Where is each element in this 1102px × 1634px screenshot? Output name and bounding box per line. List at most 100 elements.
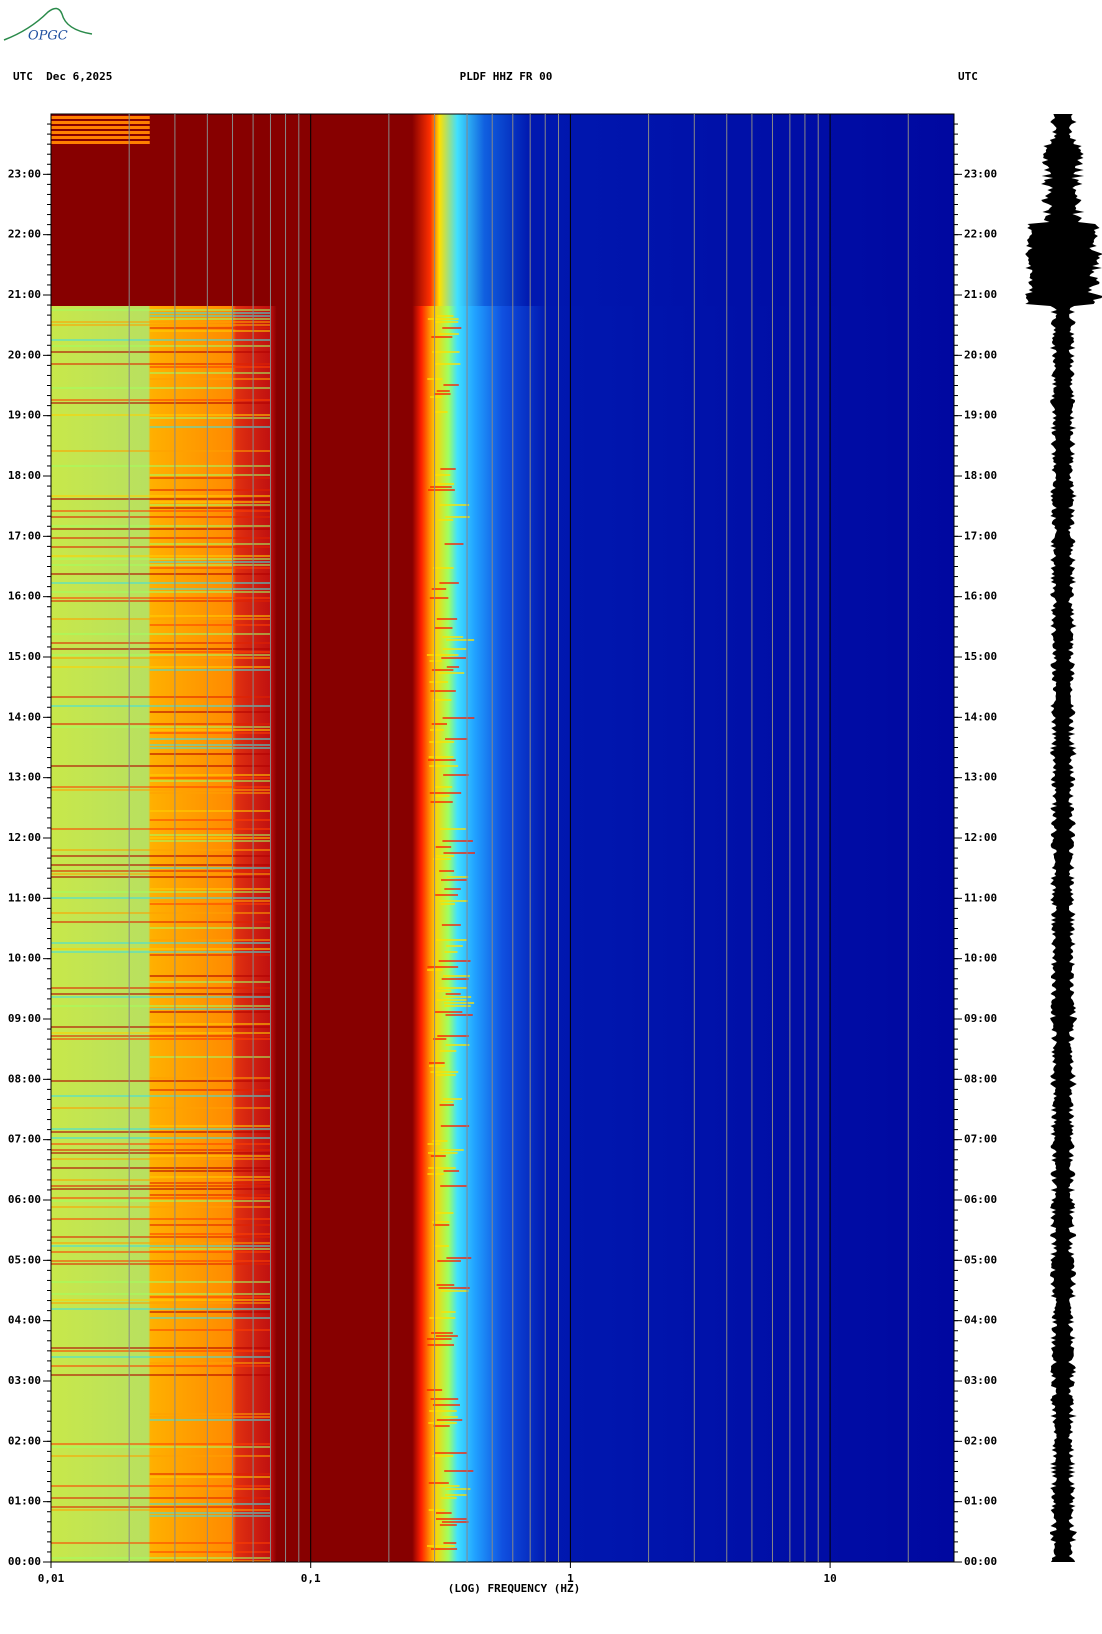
spectrogram-texture [51, 1026, 271, 1028]
spectrogram-texture [436, 855, 455, 857]
spectrogram-texture [51, 1143, 271, 1145]
spectrogram-texture [51, 465, 271, 467]
spectrogram-texture [441, 1521, 469, 1523]
spectrogram-texture [51, 516, 271, 518]
spectrogram-texture [149, 669, 271, 671]
spectrogram-texture [442, 717, 475, 719]
y-tick-label: 00:00 [8, 1555, 41, 1568]
spectrogram-texture [429, 1410, 457, 1412]
spectrogram-texture [429, 741, 455, 743]
spectrogram-texture [149, 819, 271, 821]
spectrogram-texture [149, 1512, 271, 1514]
spectrogram-texture [51, 648, 271, 650]
spectrogram-texture [428, 1167, 456, 1169]
spectrogram-texture [51, 789, 271, 791]
spectrogram-texture [149, 975, 271, 977]
spectrogram-texture [431, 669, 454, 671]
spectrogram-texture [149, 501, 271, 503]
spectrogram-texture [431, 1332, 453, 1334]
spectrogram-texture [149, 372, 271, 374]
spectrogram-texture [51, 870, 271, 872]
spectrogram-texture [440, 468, 456, 470]
spectrogram-texture [439, 1524, 457, 1526]
spectrogram-texture [435, 846, 452, 848]
spectrogram-texture [429, 1317, 456, 1319]
spectrogram-texture [149, 426, 271, 428]
spectrogram-texture [51, 402, 271, 404]
y-tick-label: 00:00 [964, 1555, 997, 1568]
y-tick-label: 08:00 [964, 1072, 997, 1085]
spectrogram-texture [446, 945, 463, 947]
spectrogram-texture [51, 351, 271, 353]
spectrogram-texture [51, 921, 271, 923]
spectrogram-texture [439, 870, 455, 872]
spectrogram-texture [51, 633, 271, 635]
spectrogram-texture [443, 774, 469, 776]
spectrogram-texture [51, 450, 271, 452]
spectrogram-texture [428, 1422, 457, 1424]
spectrogram-texture [445, 1488, 471, 1490]
spectrogram-texture [436, 1074, 456, 1076]
spectrogram-texture [149, 900, 271, 902]
spectrogram-texture [438, 1287, 470, 1289]
spectrogram-texture [149, 651, 271, 653]
y-tick-label: 12:00 [964, 831, 997, 844]
spectrogram-texture [430, 1071, 459, 1073]
spectrogram-texture [436, 618, 458, 620]
spectrogram-texture [51, 1188, 271, 1190]
y-tick-label: 12:00 [8, 831, 41, 844]
spectrogram-texture [436, 999, 467, 1001]
spectrogram-texture [434, 786, 453, 788]
spectrogram-texture [51, 666, 271, 668]
y-tick-label: 04:00 [964, 1314, 997, 1327]
spectrogram-texture [51, 1308, 271, 1310]
spectrogram-texture [439, 828, 466, 830]
spectrogram-texture [442, 1416, 458, 1418]
spectrogram-texture [51, 131, 150, 134]
y-tick-label: 16:00 [8, 590, 41, 603]
spectrogram-texture [434, 1452, 467, 1454]
spectrogram-texture [51, 1497, 271, 1499]
logo: OPGC [3, 7, 93, 44]
spectrogram-texture [51, 126, 150, 129]
spectrogram-texture [51, 1374, 271, 1376]
spectrogram-texture [443, 852, 475, 854]
spectrogram-texture [149, 1155, 271, 1157]
spectrogram-texture [149, 1170, 271, 1172]
spectrogram-texture [149, 1362, 271, 1364]
spectrogram-texture [149, 1416, 271, 1418]
spectrogram-texture [149, 1296, 271, 1298]
spectrogram-texture [51, 1260, 271, 1262]
spectrogram-texture [426, 654, 459, 656]
spectrogram-texture [149, 1311, 271, 1313]
logo-text: OPGC [28, 29, 68, 44]
spectrogram-texture [51, 387, 271, 389]
y-tick-label: 03:00 [8, 1374, 41, 1387]
y-tick-label: 06:00 [964, 1193, 997, 1206]
spectrogram-texture [444, 1470, 474, 1472]
spectrogram-texture [51, 864, 271, 866]
spectrogram-texture [445, 993, 461, 995]
y-tick-label: 15:00 [8, 650, 41, 663]
spectrogram-texture [51, 121, 150, 124]
spectrogram-texture [51, 495, 271, 497]
spectrogram-texture [51, 951, 271, 953]
right-label: UTC [958, 70, 978, 83]
seismogram-trace [1025, 114, 1102, 1562]
x-tick-label: 10 [823, 1572, 836, 1585]
spectrogram-texture [149, 624, 271, 626]
spectrogram-texture [432, 567, 454, 569]
spectrogram-texture [51, 1293, 271, 1295]
spectrogram-texture [443, 1002, 475, 1004]
y-tick-label: 11:00 [8, 891, 41, 904]
spectrogram-texture [434, 474, 451, 476]
y-tick-label: 13:00 [964, 771, 997, 784]
spectrogram-texture [51, 510, 271, 512]
spectrogram-texture [51, 1035, 271, 1037]
spectrogram-texture [51, 1080, 271, 1082]
spectrogram-texture [430, 486, 452, 488]
spectrogram-texture [149, 738, 271, 740]
y-tick-label: 14:00 [964, 710, 997, 723]
spectrogram-texture [427, 1545, 456, 1547]
spectrogram-texture [51, 1251, 271, 1253]
